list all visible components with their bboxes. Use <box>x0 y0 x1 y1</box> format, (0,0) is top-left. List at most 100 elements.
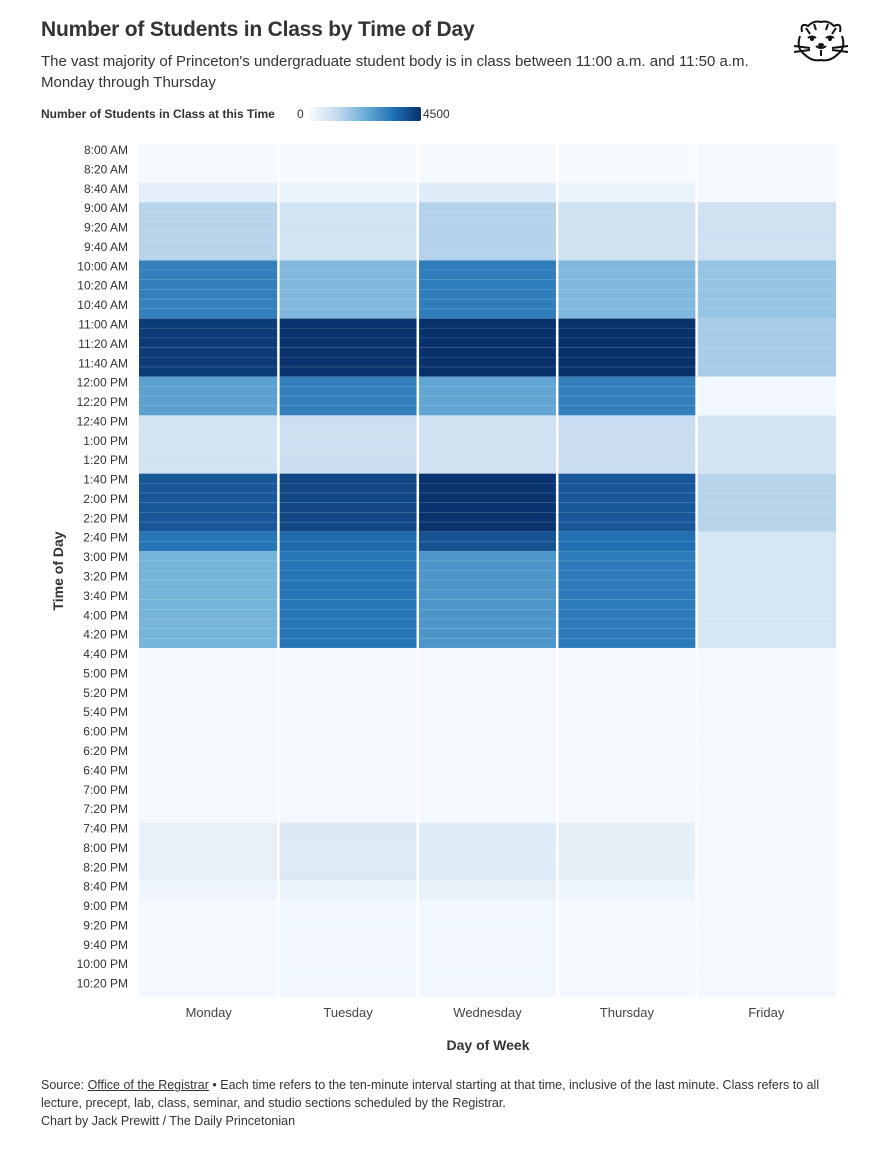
heatmap-cell <box>557 492 697 503</box>
heatmap-cell <box>278 677 418 688</box>
heatmap-cell <box>278 376 418 387</box>
heatmap-cell <box>557 822 697 833</box>
heatmap-cell <box>696 967 836 978</box>
y-tick-label: 1:20 PM <box>83 453 128 467</box>
heatmap-cell <box>139 667 279 678</box>
heatmap-cell <box>417 551 558 562</box>
heatmap-cell <box>557 851 697 862</box>
source-link[interactable]: Office of the Registrar <box>87 1078 209 1092</box>
heatmap-cell <box>696 686 836 697</box>
heatmap-cell <box>557 774 697 785</box>
heatmap-cell <box>278 347 418 358</box>
heatmap-cell <box>139 434 279 445</box>
y-tick-label: 8:20 AM <box>84 162 128 176</box>
heatmap-cell <box>557 890 697 901</box>
heatmap-cell <box>696 366 836 377</box>
heatmap-cell <box>139 182 279 193</box>
heatmap-cell <box>557 987 697 998</box>
heatmap-cell <box>278 744 418 755</box>
x-tick-label: Tuesday <box>323 1005 373 1020</box>
heatmap-cell <box>139 793 279 804</box>
y-tick-label: 11:00 AM <box>78 317 128 331</box>
heatmap-cell <box>696 725 836 736</box>
heatmap-cell <box>139 754 279 765</box>
heatmap-cell <box>557 667 697 678</box>
heatmap-cell <box>417 541 558 552</box>
heatmap-cell <box>139 987 279 998</box>
heatmap-cell <box>139 405 279 416</box>
heatmap-cell <box>278 270 418 281</box>
heatmap-cell <box>417 182 558 193</box>
heatmap-cell <box>696 415 836 426</box>
heatmap-cell <box>417 337 558 348</box>
heatmap-cell <box>696 250 836 261</box>
heatmap-cell <box>557 938 697 949</box>
heatmap-cell <box>278 628 418 639</box>
heatmap-cell <box>139 609 279 620</box>
heatmap-cell <box>139 764 279 775</box>
heatmap-cell <box>696 182 836 193</box>
heatmap-cell <box>139 677 279 688</box>
heatmap-cell <box>278 938 418 949</box>
chart-subtitle: The vast majority of Princeton's undergr… <box>41 53 749 91</box>
heatmap-cell <box>139 347 279 358</box>
heatmap-cell <box>278 279 418 290</box>
heatmap-cell <box>139 967 279 978</box>
heatmap-cell <box>557 357 697 368</box>
heatmap-cell <box>139 774 279 785</box>
y-tick-label: 9:40 AM <box>84 240 128 254</box>
heatmap-cell <box>557 473 697 484</box>
heatmap-cell <box>278 909 418 920</box>
heatmap-cell <box>278 240 418 251</box>
heatmap-cell <box>417 492 558 503</box>
heatmap-cell <box>417 648 558 659</box>
heatmap-cell <box>278 948 418 959</box>
heatmap-cell <box>139 473 279 484</box>
heatmap-cell <box>557 250 697 261</box>
x-tick-label: Wednesday <box>453 1005 522 1020</box>
heatmap-cell <box>557 725 697 736</box>
heatmap-cell <box>278 618 418 629</box>
heatmap-cell <box>417 192 558 203</box>
heatmap-cell <box>696 279 836 290</box>
heatmap-cell <box>557 221 697 232</box>
heatmap-cell <box>139 463 279 474</box>
heatmap-cell <box>557 919 697 930</box>
heatmap-cell <box>278 357 418 368</box>
heatmap-cell <box>417 783 558 794</box>
heatmap-cell <box>139 308 279 319</box>
heatmap-cell <box>139 803 279 814</box>
heatmap-cell <box>278 929 418 940</box>
heatmap-cell <box>139 890 279 901</box>
heatmap-cell <box>557 803 697 814</box>
heatmap-cell <box>696 463 836 474</box>
heatmap-cell <box>696 609 836 620</box>
heatmap-cell <box>696 376 836 387</box>
heatmap-cell <box>139 415 279 426</box>
heatmap-cell <box>557 454 697 465</box>
heatmap-cell <box>278 589 418 600</box>
heatmap-cell <box>557 618 697 629</box>
heatmap-cell <box>139 328 279 339</box>
heatmap-cell <box>278 560 418 571</box>
heatmap-cell <box>139 299 279 310</box>
heatmap-cell <box>278 173 418 184</box>
heatmap-cell <box>557 648 697 659</box>
heatmap-cell <box>417 919 558 930</box>
heatmap-cell <box>557 415 697 426</box>
heatmap-cell <box>278 144 418 154</box>
heatmap-cell <box>417 754 558 765</box>
y-tick-label: 2:20 PM <box>83 511 128 525</box>
heatmap-cell <box>557 192 697 203</box>
heatmap-cell <box>557 279 697 290</box>
heatmap-cell <box>557 880 697 891</box>
heatmap-cell <box>696 638 836 649</box>
heatmap-cell <box>557 706 697 717</box>
heatmap-cell <box>139 648 279 659</box>
y-tick-label: 7:20 PM <box>83 802 128 816</box>
heatmap-cell <box>696 221 836 232</box>
heatmap-cell <box>696 589 836 600</box>
heatmap-cell <box>557 686 697 697</box>
heatmap-cell <box>278 715 418 726</box>
heatmap-cell <box>278 522 418 533</box>
